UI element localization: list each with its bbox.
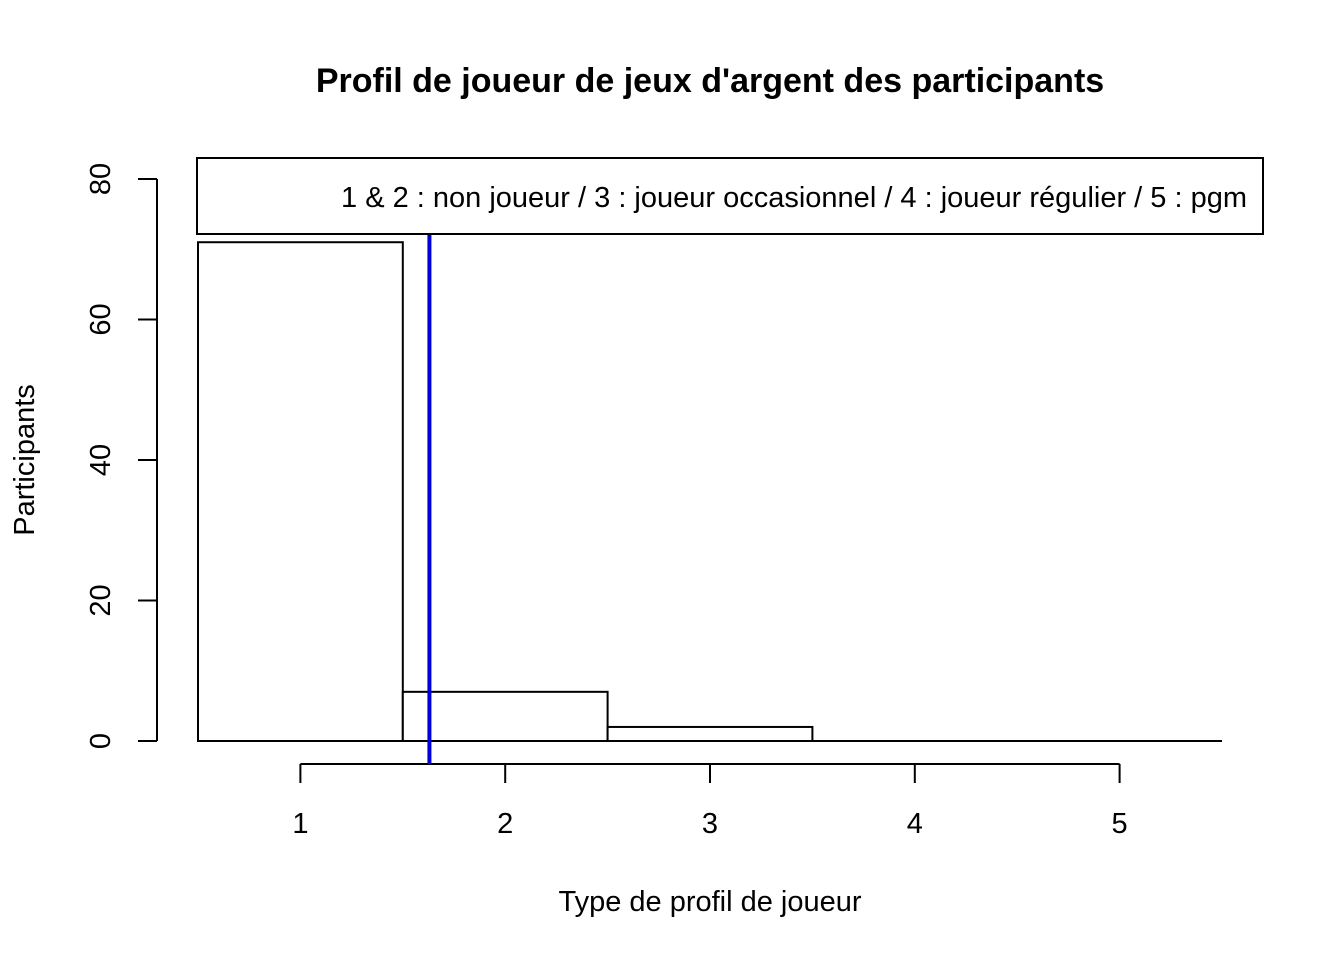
chart-title: Profil de joueur de jeux d'argent des pa… bbox=[316, 62, 1104, 100]
y-tick-label: 0 bbox=[85, 733, 117, 749]
y-tick-label: 60 bbox=[85, 303, 117, 335]
y-tick-label: 40 bbox=[85, 444, 117, 476]
x-tick-label: 2 bbox=[497, 808, 513, 840]
x-axis: 1 2 3 4 5 bbox=[292, 763, 1128, 840]
histogram-bars bbox=[197, 241, 814, 743]
bar-3 bbox=[606, 725, 814, 743]
legend: 1 & 2 : non joueur / 3 : joueur occasion… bbox=[196, 157, 1264, 235]
legend-text: 1 & 2 : non joueur / 3 : joueur occasion… bbox=[341, 182, 1247, 214]
x-tick-label: 3 bbox=[702, 808, 718, 840]
legend-box bbox=[196, 157, 1264, 235]
y-axis-label: Participants bbox=[9, 384, 41, 536]
x-tick-label: 5 bbox=[1112, 808, 1128, 840]
y-tick-label: 80 bbox=[85, 163, 117, 195]
x-tick-label: 1 bbox=[292, 808, 308, 840]
bar-1 bbox=[197, 241, 404, 742]
x-tick-label: 4 bbox=[907, 808, 923, 840]
y-tick-label: 20 bbox=[85, 584, 117, 616]
bar-2 bbox=[401, 690, 609, 743]
x-axis-label: Type de profil de joueur bbox=[558, 886, 861, 918]
y-axis: 0 20 40 60 80 bbox=[85, 163, 158, 749]
